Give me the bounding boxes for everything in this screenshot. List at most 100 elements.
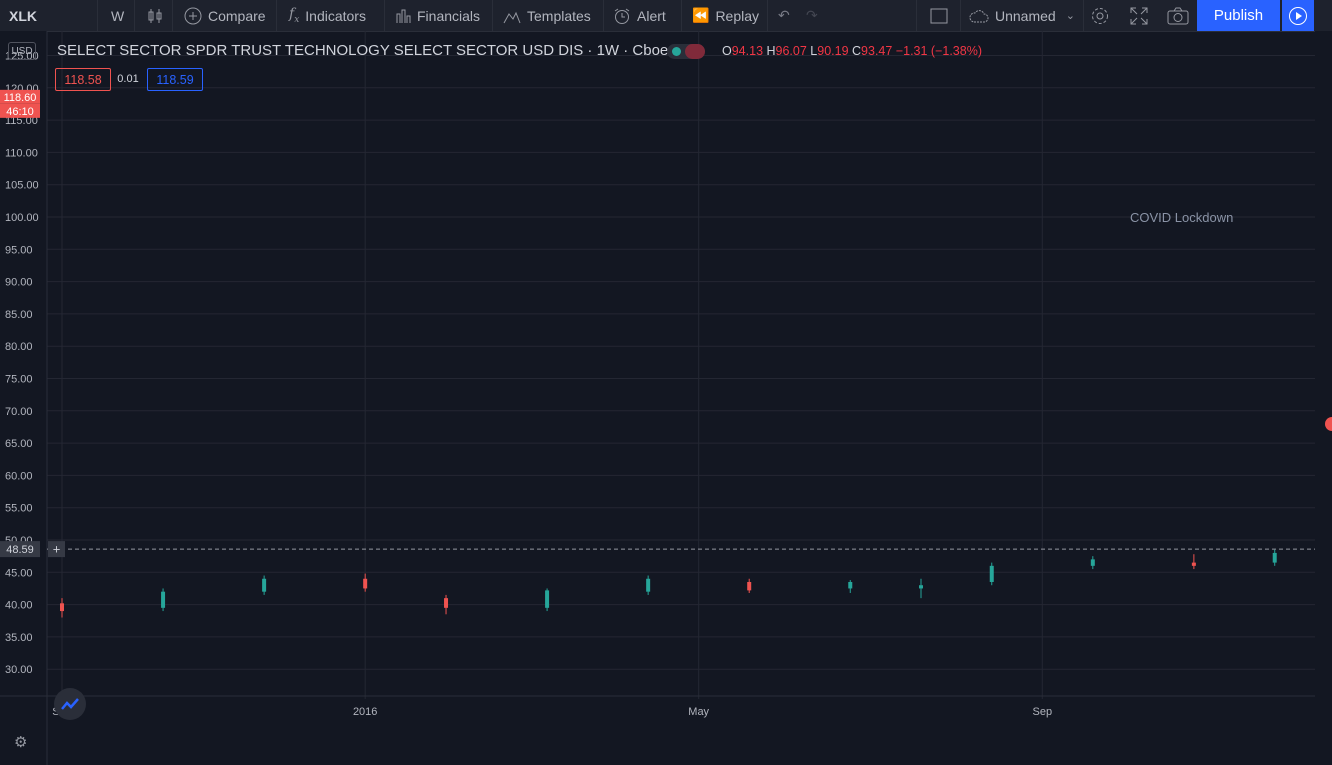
- price-tick-label: 75.00: [5, 374, 33, 386]
- price-tick-label: 115.00: [5, 115, 38, 127]
- candle-body: [848, 581, 853, 589]
- chart-settings-icon[interactable]: ⚙: [14, 734, 28, 751]
- divider: [172, 0, 173, 31]
- play-icon: [1289, 6, 1307, 25]
- financials-button[interactable]: Financials: [395, 0, 480, 31]
- rewind-icon: ⏪: [692, 7, 710, 23]
- undo-icon[interactable]: ↶: [778, 7, 790, 23]
- divider: [1083, 0, 1084, 31]
- price-tick-label: 90.00: [5, 277, 33, 289]
- divider: [681, 0, 682, 31]
- high-value: 96.07: [775, 44, 807, 58]
- currency-label[interactable]: USD: [8, 42, 36, 60]
- chevron-down-icon: ⌄: [1065, 10, 1075, 22]
- symbol-search[interactable]: XLK: [9, 7, 37, 24]
- compare-button[interactable]: Compare: [184, 0, 266, 31]
- status-dot: [672, 47, 681, 56]
- covid-annotation[interactable]: COVID Lockdown: [1130, 210, 1233, 225]
- candle-body: [646, 578, 651, 592]
- fullscreen-layout-button[interactable]: [930, 0, 948, 31]
- candles-icon: [148, 8, 162, 23]
- axes: 125.00120.00115.00110.00105.00100.0095.0…: [0, 31, 1332, 765]
- interval-button[interactable]: W: [111, 7, 125, 24]
- status-pill: [685, 44, 705, 59]
- divider: [960, 0, 961, 31]
- candle-body: [444, 598, 449, 608]
- candle-body: [545, 590, 550, 608]
- time-tick-label: May: [688, 706, 709, 718]
- price-tick-label: 105.00: [5, 180, 39, 192]
- financials-label: Financials: [417, 7, 481, 24]
- price-tick-label: 55.00: [5, 503, 33, 515]
- replay-label: Replay: [715, 7, 760, 24]
- price-tick-label: 65.00: [5, 438, 33, 450]
- price-tick-label: 110.00: [5, 147, 38, 159]
- logo-icon: [61, 698, 79, 710]
- price-chart[interactable]: 125.00120.00115.00110.00105.00100.0095.0…: [0, 31, 1332, 765]
- candle-body: [989, 565, 994, 582]
- ohlc-values: O94.13 H96.07 L90.19 C93.47 −1.31 (−1.38…: [722, 44, 982, 58]
- countdown-box: [0, 103, 40, 118]
- alarm-clock-icon: [614, 8, 630, 24]
- templates-label: Templates: [527, 7, 591, 24]
- candle-body: [60, 603, 64, 612]
- gear-icon: [1092, 7, 1108, 24]
- plus-icon[interactable]: +: [53, 542, 61, 557]
- alert-button[interactable]: Alert: [613, 0, 666, 31]
- price-tick-label: 85.00: [5, 309, 33, 321]
- symbol-title: SELECT SECTOR SPDR TRUST TECHNOLOGY SELE…: [57, 42, 702, 59]
- indicators-button[interactable]: fx Indicators: [289, 0, 366, 31]
- play-button[interactable]: [1282, 0, 1314, 31]
- price-scale-pane[interactable]: [0, 31, 47, 765]
- sell-price-box[interactable]: 118.58: [55, 68, 111, 91]
- change-value: −1.31 (−1.38%): [895, 44, 982, 58]
- alert-label: Alert: [637, 7, 666, 24]
- grid: [0, 31, 1332, 765]
- low-label: L: [810, 44, 818, 58]
- templates-button[interactable]: Templates: [503, 0, 591, 31]
- fullscreen-button[interactable]: [1130, 0, 1148, 31]
- candles: [60, 549, 1277, 618]
- replay-button[interactable]: ⏪ Replay: [692, 0, 759, 31]
- screenshot-button[interactable]: [1167, 0, 1189, 31]
- indicators-label: Indicators: [305, 7, 366, 24]
- chart-type-button[interactable]: [146, 0, 164, 31]
- divider: [492, 0, 493, 31]
- price-tick-label: 95.00: [5, 244, 33, 256]
- cloud-icon: [969, 9, 989, 22]
- layout-name-label: Unnamed: [995, 7, 1056, 24]
- spread-value: 0.01: [117, 72, 139, 85]
- candle-body: [919, 585, 924, 589]
- time-tick-label: 2016: [353, 706, 377, 718]
- plus-circle-icon: [184, 7, 202, 24]
- right-panel: [1315, 31, 1332, 765]
- time-tick-label: Sep: [1032, 706, 1052, 718]
- divider: [276, 0, 277, 31]
- candle-body: [1191, 562, 1196, 566]
- settings-button[interactable]: [1090, 0, 1110, 31]
- add-plus-button[interactable]: [48, 541, 65, 558]
- low-value: 90.19: [817, 44, 849, 58]
- last-price-box: [0, 89, 40, 104]
- candle-body: [161, 591, 166, 608]
- divider: [916, 0, 917, 31]
- market-status-toggle[interactable]: [667, 44, 705, 59]
- top-toolbar: XLK W Compare fx Indicators Financials T…: [0, 0, 1332, 32]
- open-value: 94.13: [731, 44, 764, 58]
- buy-price-box[interactable]: 118.59: [147, 68, 203, 91]
- price-tick-label: 45.00: [5, 567, 33, 579]
- publish-button[interactable]: Publish: [1197, 0, 1280, 31]
- price-tick-label: 70.00: [5, 406, 33, 418]
- open-label: O: [722, 44, 732, 58]
- crosshair-price-box: [0, 541, 40, 558]
- tradingview-logo[interactable]: [54, 688, 86, 720]
- candle-body: [1090, 559, 1095, 566]
- function-icon: fx: [289, 6, 300, 25]
- expand-icon: [1130, 7, 1148, 24]
- compare-label: Compare: [208, 7, 266, 24]
- alert-marker[interactable]: [1325, 417, 1332, 431]
- redo-icon[interactable]: ↷: [806, 7, 818, 23]
- layout-name-button[interactable]: Unnamed ⌄: [969, 0, 1075, 31]
- divider: [97, 0, 98, 31]
- bar-chart-icon: [396, 9, 411, 23]
